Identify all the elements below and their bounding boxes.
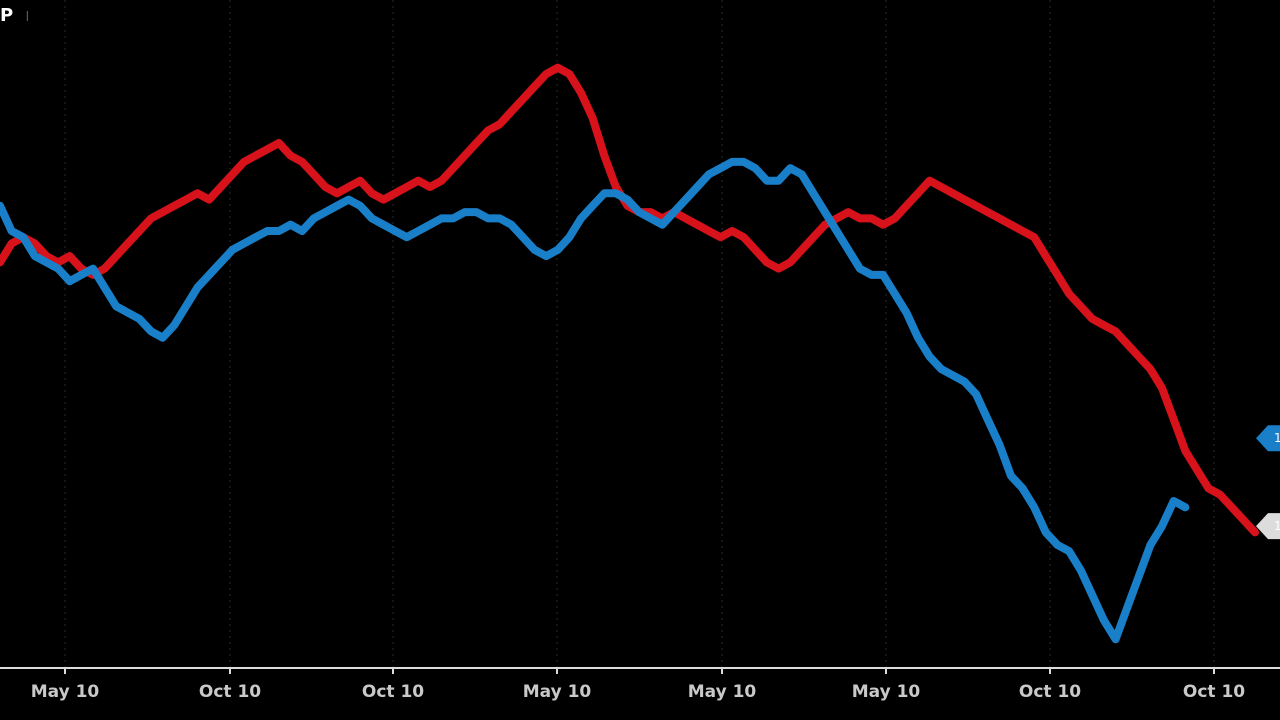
end-marker-shape-1 — [1256, 513, 1280, 540]
end-marker-0: 1 — [1256, 425, 1280, 452]
chart-subtitle-label: I — [25, 10, 30, 25]
end-marker-label-1: 1 — [1274, 519, 1280, 533]
x-tick-label-4: May 10 — [688, 682, 757, 702]
chart-title-label: P — [0, 5, 14, 26]
x-tick-label-1: Oct 10 — [199, 682, 261, 702]
series-line-1 — [0, 157, 1190, 644]
series-line-0 — [0, 63, 1259, 537]
end-marker-1: 1 — [1256, 513, 1280, 540]
x-tick-label-0: May 10 — [31, 682, 100, 702]
end-marker-label-0: 1 — [1274, 431, 1280, 445]
x-tick-label-3: May 10 — [523, 682, 592, 702]
chart-corner-title: P I — [0, 6, 29, 28]
x-tick-label-7: Oct 10 — [1183, 682, 1245, 702]
x-tick-label-6: Oct 10 — [1019, 682, 1081, 702]
x-tick-label-2: Oct 10 — [362, 682, 424, 702]
x-tick-label-5: May 10 — [852, 682, 921, 702]
end-marker-shape-0 — [1256, 425, 1280, 452]
